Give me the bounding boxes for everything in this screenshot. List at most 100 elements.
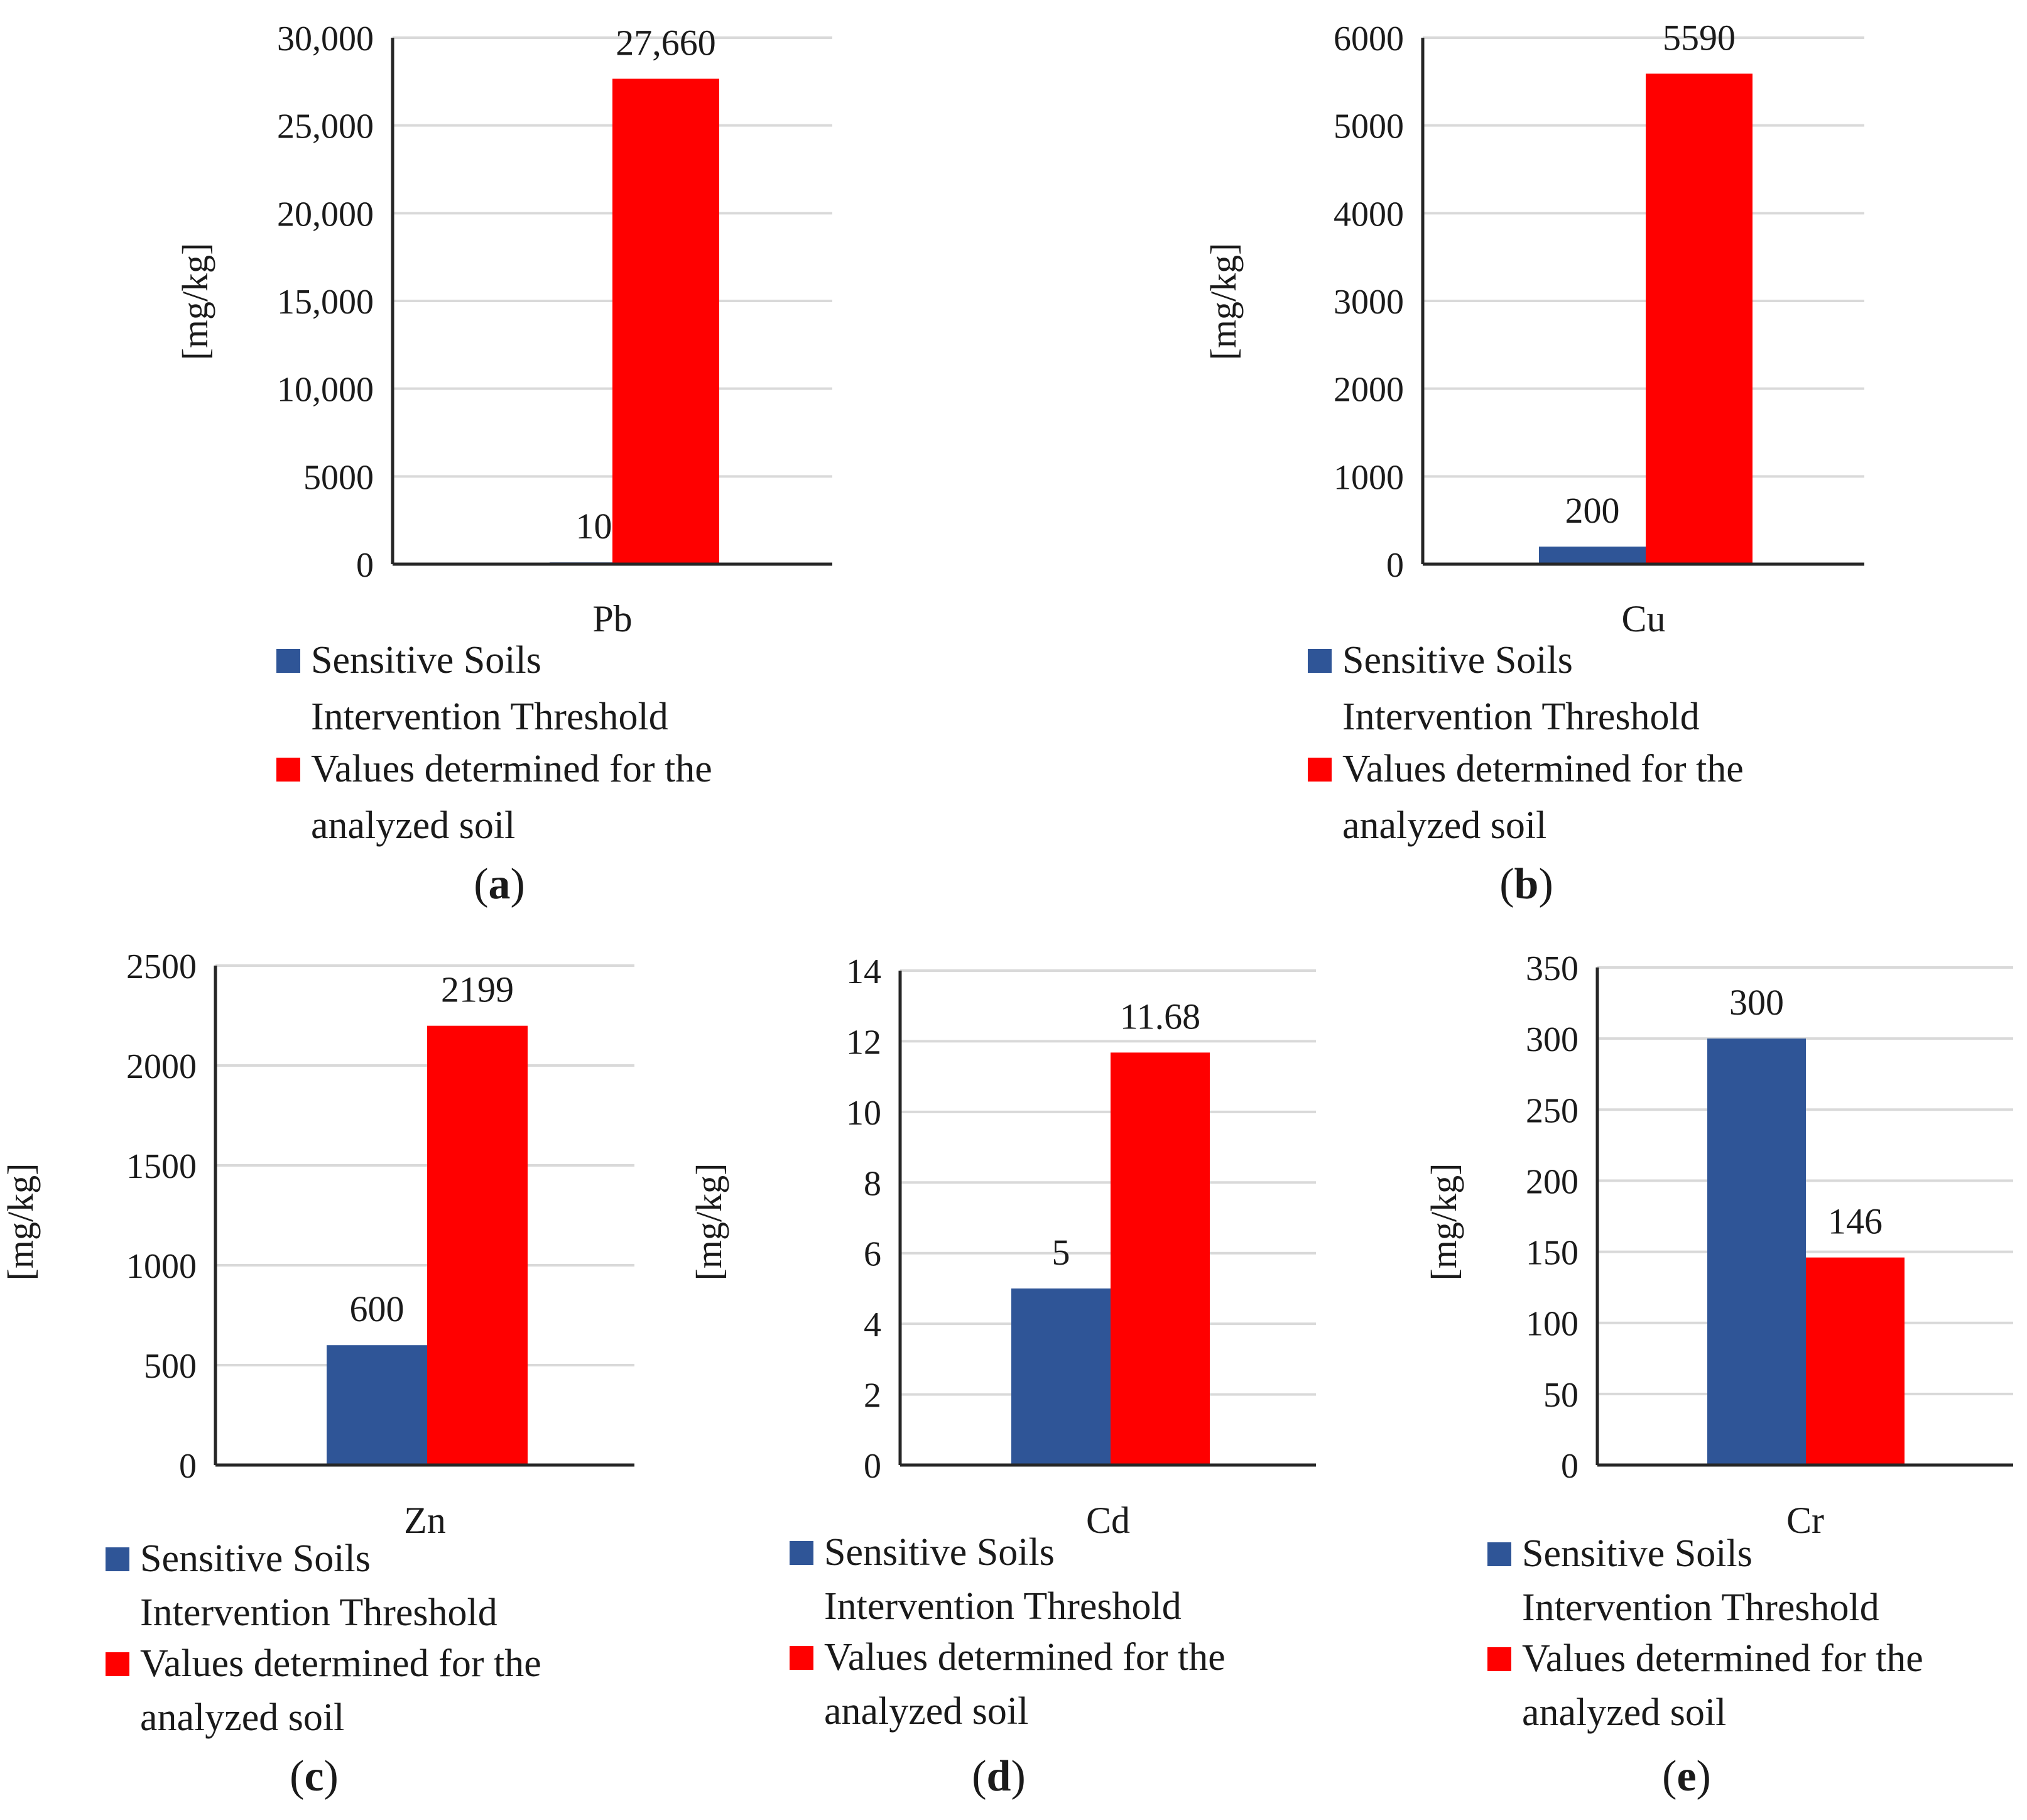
caption-open-paren: ( [290,1752,304,1801]
panel-caption: (e) [1662,1752,1711,1801]
caption-letter: e [1676,1752,1696,1801]
legend-label-measured: Values determined for the [1522,1637,1923,1680]
y-tick-label: 2500 [126,947,197,986]
chart-panel-e: 0 50 100 150 200 250 300 350 [mg/kg] 300 146 Cr Sens… [1423,949,2013,1801]
panel-caption: (d) [972,1752,1026,1801]
legend-label-threshold: Sensitive Soils [140,1537,371,1580]
caption-close-paren: ) [1011,1752,1025,1801]
legend-label-measured: analyzed soil [1342,804,1546,847]
panel-caption: (b) [1499,860,1553,908]
legend-label-threshold: Intervention Threshold [1342,695,1700,738]
legend-swatch-measured [106,1652,129,1676]
data-label: 11.68 [1120,996,1200,1037]
y-axis-title: [mg/kg] [688,1163,729,1281]
legend-label-threshold: Sensitive Soils [311,639,541,682]
bar-measured [612,79,719,564]
data-label: 600 [350,1289,405,1329]
panel-caption: (a) [474,860,525,908]
y-axis-title: [mg/kg] [1423,1163,1464,1281]
legend-swatch-measured [276,758,300,782]
y-tick-label: 8 [864,1164,881,1203]
x-category-label: Cu [1621,598,1665,640]
data-label: 200 [1565,490,1620,531]
data-label: 5590 [1663,17,1736,58]
y-tick-label: 12 [846,1023,881,1062]
legend-swatch-threshold [106,1547,129,1571]
caption-close-paren: ) [511,860,525,908]
legend-swatch-measured [1487,1647,1511,1671]
data-label: 27,660 [616,22,716,63]
caption-close-paren: ) [324,1752,339,1801]
legend-label-measured: Values determined for the [311,748,712,790]
legend-label-threshold: Intervention Threshold [311,695,668,738]
y-tick-label: 5000 [1334,107,1404,146]
legend-label-measured: Values determined for the [140,1642,541,1685]
y-tick-label: 5000 [303,458,374,497]
x-category-label: Zn [404,1500,446,1541]
y-tick-label: 150 [1526,1234,1579,1273]
caption-letter: c [304,1752,323,1801]
y-tick-label: 300 [1526,1020,1579,1059]
y-tick-label: 1500 [126,1147,197,1186]
y-tick-label: 10,000 [277,371,374,410]
y-tick-label: 6000 [1334,19,1404,58]
legend-label-measured: analyzed soil [311,804,515,847]
y-tick-label: 4000 [1334,195,1404,234]
legend-swatch-threshold [276,649,300,673]
data-label: 300 [1729,982,1784,1023]
y-tick-label: 0 [864,1447,881,1486]
x-category-label: Pb [592,598,632,640]
caption-close-paren: ) [1697,1752,1711,1801]
y-axis-title: [mg/kg] [175,243,215,361]
y-tick-label: 0 [179,1447,197,1486]
bar-threshold [1011,1288,1111,1465]
legend-swatch-measured [790,1646,813,1670]
y-tick-label: 100 [1526,1305,1579,1344]
y-tick-label: 25,000 [277,107,374,146]
legend-label-threshold: Sensitive Soils [1522,1532,1753,1575]
legend-swatch-threshold [790,1541,813,1565]
legend-label-measured: analyzed soil [140,1696,344,1739]
legend-label-threshold: Intervention Threshold [824,1585,1182,1628]
y-tick-label: 1000 [1334,458,1404,497]
y-tick-label: 2000 [1334,371,1404,410]
legend-label-measured: Values determined for the [1342,748,1744,790]
caption-close-paren: ) [1538,860,1553,908]
caption-open-paren: ( [972,1752,986,1801]
y-tick-label: 10 [846,1094,881,1133]
y-tick-label: 250 [1526,1091,1579,1130]
legend-label-measured: analyzed soil [1522,1691,1726,1734]
y-tick-label: 2 [864,1376,881,1415]
y-tick-label: 4 [864,1305,881,1344]
y-tick-label: 14 [846,952,881,991]
y-tick-label: 200 [1526,1162,1579,1201]
y-tick-label: 0 [1386,546,1404,585]
legend-swatch-measured [1308,758,1332,782]
bar-threshold [327,1345,427,1465]
y-tick-label: 2000 [126,1047,197,1086]
legend-swatch-threshold [1487,1542,1511,1566]
x-category-label: Cd [1086,1500,1130,1541]
y-tick-label: 20,000 [277,195,374,234]
y-tick-label: 0 [356,546,374,585]
bar-threshold [1707,1038,1806,1465]
legend-label-threshold: Intervention Threshold [1522,1586,1879,1629]
caption-letter: b [1514,860,1539,908]
y-tick-label: 0 [1561,1447,1579,1486]
y-tick-label: 15,000 [277,283,374,322]
chart-panel-b: 0 1000 2000 3000 4000 5000 6000 [mg/kg] 200 5590 C… [1203,17,1864,908]
y-tick-label: 500 [144,1347,197,1386]
caption-open-paren: ( [1662,1752,1676,1801]
bar-measured [1111,1052,1210,1465]
chart-panel-d: 0 2 4 6 8 10 12 14 [mg/kg] 5 11.68 Cd Sensitive Soil… [688,952,1316,1801]
caption-open-paren: ( [474,860,488,908]
chart-panel-c: 0 500 1000 1500 2000 2500 [mg/kg] 600 2199 Zn Sens… [0,947,634,1801]
data-label: 146 [1828,1201,1883,1242]
y-axis-title: [mg/kg] [1203,243,1244,361]
y-tick-label: 30,000 [277,19,374,58]
data-label: 2199 [441,969,514,1010]
y-tick-label: 350 [1526,949,1579,988]
y-axis-title: [mg/kg] [0,1163,41,1281]
chart-panel-a: 0 5000 10,000 15,000 20,000 25,000 30,000 [mg/k… [175,19,832,908]
bar-measured [427,1025,528,1465]
